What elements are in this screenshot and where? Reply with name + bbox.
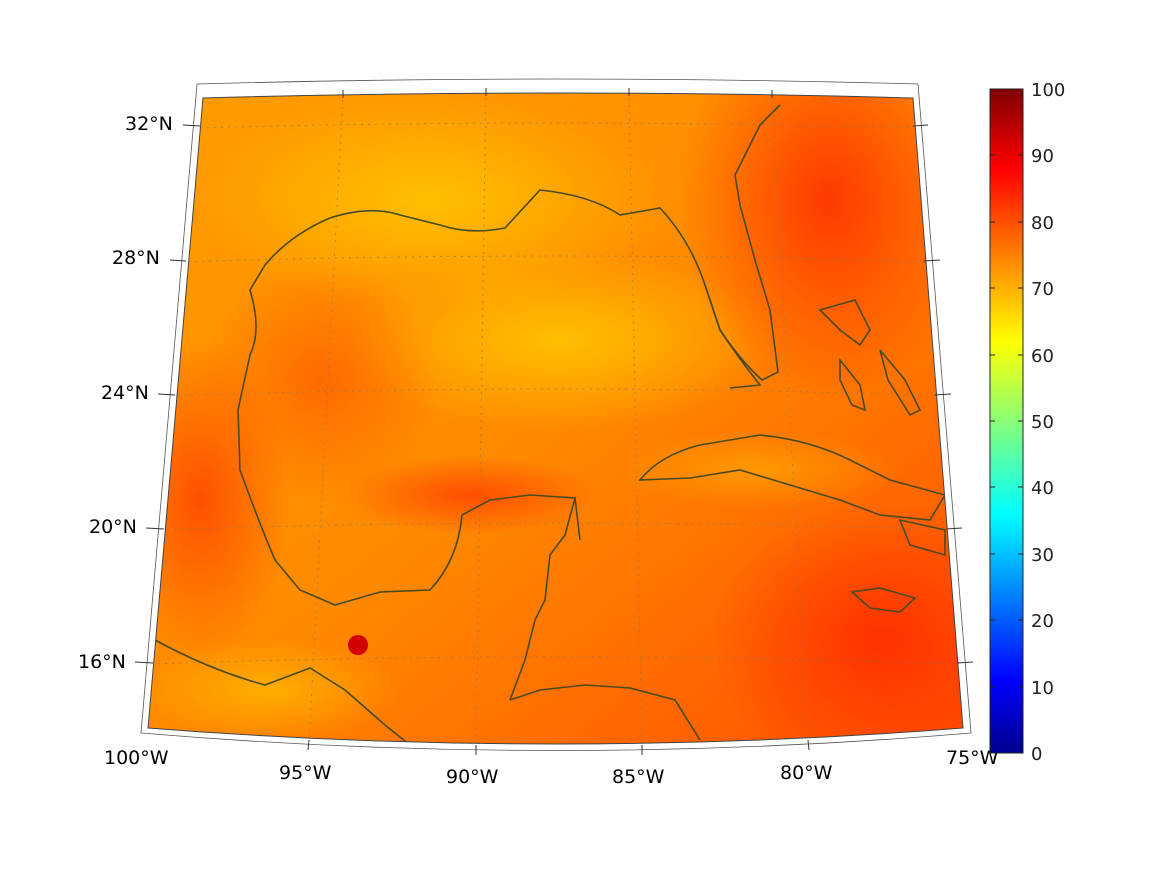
- lat-label-32n: 32°N: [125, 113, 173, 135]
- colorbar-tick-40: 40: [1031, 478, 1054, 499]
- colorbar-ticks: [990, 88, 1023, 688]
- graticule: [150, 93, 963, 744]
- colorbar-tick-70: 70: [1031, 279, 1054, 300]
- colorbar-tick-90: 90: [1031, 146, 1054, 167]
- colorbar-tick-0: 0: [1031, 744, 1042, 765]
- colorbar-gradient: [989, 88, 1024, 754]
- colorbar-tick-30: 30: [1031, 545, 1054, 566]
- lat-label-24n: 24°N: [101, 382, 149, 404]
- colorbar-tick-100: 100: [1031, 80, 1065, 101]
- colorbar: 100 90 80 70 60 50 40 30 20 10 0: [989, 80, 1065, 765]
- lon-label-90w: 90°W: [446, 766, 499, 788]
- colorbar-tick-60: 60: [1031, 346, 1054, 367]
- frame-ticks: [134, 88, 974, 755]
- lon-label-85w: 85°W: [612, 766, 665, 788]
- map-field: [148, 93, 963, 744]
- lon-label-75w: 75°W: [946, 747, 999, 769]
- colorbar-tick-20: 20: [1031, 611, 1054, 632]
- lon-label-80w: 80°W: [780, 762, 833, 784]
- map-frame: [147, 92, 964, 745]
- lon-label-100w: 100°W: [104, 747, 169, 769]
- lat-label-16n: 16°N: [78, 651, 126, 673]
- map-frame-outer: [140, 78, 972, 751]
- lat-labels: 32°N 28°N 24°N 20°N 16°N: [78, 113, 173, 673]
- coastlines: [154, 104, 947, 744]
- lat-label-20n: 20°N: [89, 516, 137, 538]
- lon-labels: 100°W 95°W 90°W 85°W 80°W 75°W: [104, 747, 999, 788]
- colorbar-tick-10: 10: [1031, 678, 1054, 699]
- lon-label-95w: 95°W: [279, 762, 332, 784]
- lat-label-28n: 28°N: [112, 247, 160, 269]
- colorbar-tick-80: 80: [1031, 213, 1054, 234]
- colorbar-tick-50: 50: [1031, 412, 1054, 433]
